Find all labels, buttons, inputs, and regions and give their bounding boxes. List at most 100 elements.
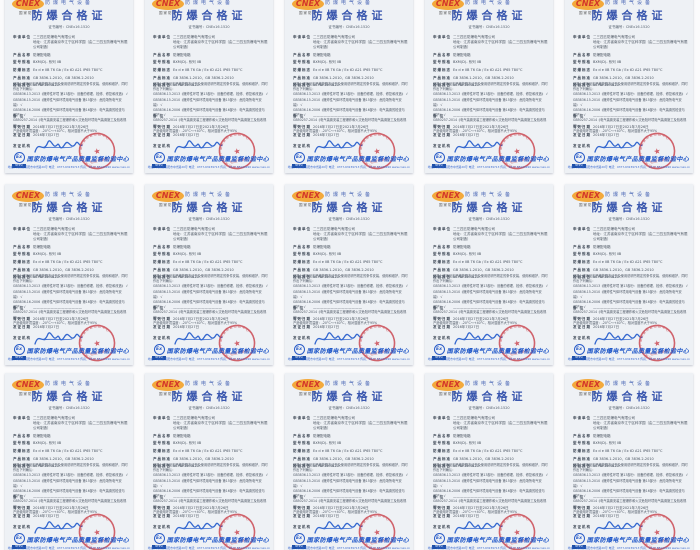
applicant-name: 二三四五防爆电气有限公司 — [33, 35, 75, 39]
notice-line: GB3836.16-2006《爆炸性气体环境用电气设备 第16部分：电气装置的检… — [433, 107, 545, 118]
ex-bar-text: NEPSI — [12, 356, 26, 360]
ex-circle-text: Ex — [433, 344, 445, 355]
header-small-label: 防爆电气设备 — [324, 192, 373, 198]
svg-text:★: ★ — [653, 338, 662, 348]
field-applicant: 申请单位 二三四五防爆电气有限公司 地址：江苏省南京市江宁区科学园（由二三四五防… — [153, 416, 268, 431]
field-list: 申请单位 二三四五防爆电气有限公司 地址：江苏省南京市江宁区科学园（由二三四五防… — [433, 227, 548, 283]
issue-date-row: 发证日期 2016年7月27日 — [153, 133, 268, 138]
usage-notice: 使用上述产品应严格按照本证书及使用说明书规定的条件安装、使用和维护，同时作出下列… — [153, 463, 268, 515]
cnex-logo-text: CNEX — [432, 0, 464, 10]
header-small-label: 防爆电气设备 — [324, 0, 373, 6]
certificate[interactable]: CNEX 国家防爆 防爆电气设备 防爆合格证 证书编号：CNEx16.1520 … — [425, 0, 553, 173]
certificate[interactable]: CNEX 国家防爆 防爆电气设备 防爆合格证 证书编号：CNEx16.1520 … — [565, 0, 693, 173]
footer-bar: Ex NEPSI 国家防爆电气产品质量监督检验中心 — [285, 533, 413, 549]
usage-notice: 使用上述产品应严格按照本证书及使用说明书规定的条件安装、使用和维护，同时作出下列… — [153, 274, 268, 326]
date-value: 2016年7月27日至2021年7月26日 — [453, 317, 509, 321]
certificate-title: 防爆合格证 — [451, 201, 527, 214]
cnex-logo-subtext: 国家防爆 — [159, 11, 177, 15]
ex-circle-text: Ex — [433, 152, 445, 163]
notice-line: GB3836.16-2006《爆炸性气体环境用电气设备 第16部分：电气装置的检… — [13, 299, 125, 310]
applicant-address: 地址：江苏省南京市江宁区科学园（由二三四五防爆电气有限公司制造） — [593, 421, 688, 431]
validity-date-row: 有效日期 2016年7月27日至2021年7月26日 — [573, 506, 688, 511]
field-standard: 产品标准 GB 3836.1-2010、GB 3836.2-2010 — [573, 457, 688, 462]
ex-bar-text: NEPSI — [572, 356, 586, 360]
field-label: 申请单位 — [153, 227, 171, 231]
field-label: 产品名称 — [573, 52, 591, 57]
issuing-center-name: 国家防爆电气产品质量监督检验中心 — [446, 537, 550, 544]
notice-line: GB3836.16-2006《爆炸性气体环境用电气设备 第16部分：电气装置的检… — [13, 107, 125, 118]
usage-notice: 使用上述产品应严格按照本证书及使用说明书规定的条件安装、使用和维护，同时作出下列… — [13, 82, 128, 134]
cnex-logo-text: CNEX — [12, 190, 44, 202]
field-label: 型号规格 — [153, 441, 171, 446]
field-label: 产品名称 — [153, 244, 171, 249]
signature-handwriting — [454, 521, 503, 534]
field-product-name: 产品名称 防爆配电箱 — [13, 53, 128, 58]
notice-line: GB3836.15-2010《爆炸性气体环境用电气设备 第15部分：危险场所电气… — [433, 478, 542, 488]
certificate[interactable]: CNEX 国家防爆 防爆电气设备 防爆合格证 证书编号：CNEx16.1520 … — [425, 373, 553, 550]
cnex-logo-text: CNEX — [292, 0, 324, 10]
contact-line: 地址：河南省南阳市中光路20号 电话：0377-63239713 传真：0377… — [287, 546, 411, 550]
field-label: 产品名称 — [293, 433, 311, 438]
certificate[interactable]: CNEX 国家防爆 防爆电气设备 防爆合格证 证书编号：CNEx16.1520 … — [5, 373, 133, 550]
contact-line: 地址：河南省南阳市中光路20号 电话：0377-63239713 传真：0377… — [427, 165, 551, 169]
date-rows: 有效日期 2016年7月27日至2021年7月26日 发证日期 2016年7月2… — [13, 125, 128, 142]
notice-line: 产品使用环境温度：-20°C～+40°C，相对湿度不大于95% — [153, 128, 238, 133]
date-value: 2016年7月27日至2021年7月26日 — [313, 125, 369, 129]
certificate[interactable]: CNEX 国家防爆 防爆电气设备 防爆合格证 证书编号：CNEx16.1520 … — [5, 0, 133, 173]
applicant-name: 二三四五防爆电气有限公司 — [313, 416, 355, 420]
cnex-logo-icon: CNEX 国家防爆 — [292, 0, 324, 16]
issuing-center-name: 国家防爆电气产品质量监督检验中心 — [586, 537, 690, 544]
svg-text:★: ★ — [373, 338, 382, 348]
certificate[interactable]: CNEX 国家防爆 防爆电气设备 防爆合格证 证书编号：CNEx16.1520 … — [5, 184, 133, 365]
field-ex-marking: 防爆标志 Ex d e IIB T6 Gb / Ex tD A21 IP65 T… — [433, 449, 548, 454]
certificate[interactable]: CNEX 国家防爆 防爆电气设备 防爆合格证 证书编号：CNEx16.1520 … — [285, 184, 413, 365]
applicant-name: 二三四五防爆电气有限公司 — [313, 35, 355, 39]
field-label: 申请单位 — [433, 35, 451, 39]
field-label: 申请单位 — [293, 227, 311, 231]
certificate-title: 防爆合格证 — [171, 9, 247, 22]
remark-label: 备 注 — [573, 114, 585, 118]
svg-text:★: ★ — [233, 146, 242, 156]
field-value: 防爆配电箱 — [313, 244, 331, 249]
validity-date-row: 有效日期 2016年7月27日至2021年7月26日 — [433, 317, 548, 322]
certificate-number: 证书编号：CNEx16.1520 — [188, 217, 230, 221]
field-value: 二三四五防爆电气有限公司 地址：江苏省南京市江宁区科学园（由二三四五防爆电气有限… — [33, 416, 128, 431]
field-value: BXM(D)- 系列 IIB — [453, 252, 482, 257]
certificate[interactable]: CNEX 国家防爆 防爆电气设备 防爆合格证 证书编号：CNEx16.1520 … — [145, 373, 273, 550]
field-value: Ex d e IIB T6 Gb / Ex tD A21 IP65 T80°C — [173, 449, 243, 454]
remark-row: 备 注 —————————————— — [573, 495, 688, 500]
field-label: 申请单位 — [573, 416, 591, 420]
certificate[interactable]: CNEX 国家防爆 防爆电气设备 防爆合格证 证书编号：CNEx16.1520 … — [145, 184, 273, 365]
ex-mark-icon: Ex NEPSI — [572, 533, 586, 549]
notice-line: GB3836.16-2006《爆炸性气体环境用电气设备 第16部分：电气装置的检… — [153, 299, 265, 310]
issuer-label: 发证机构 — [13, 525, 31, 529]
field-label: 防爆标志 — [433, 449, 451, 454]
notice-line: 产品使用环境温度：-20°C～+40°C，相对湿度不大于95% — [13, 320, 98, 325]
usage-notice: 使用上述产品应严格按照本证书及使用说明书规定的条件安装、使用和维护，同时作出下列… — [293, 82, 408, 134]
issue-date-row: 发证日期 2016年7月27日 — [13, 133, 128, 138]
certificate[interactable]: CNEX 国家防爆 防爆电气设备 防爆合格证 证书编号：CNEx16.1520 … — [565, 184, 693, 365]
certificate[interactable]: CNEX 国家防爆 防爆电气设备 防爆合格证 证书编号：CNEx16.1520 … — [565, 373, 693, 550]
footer-bar: Ex NEPSI 国家防爆电气产品质量监督检验中心 — [285, 152, 413, 168]
date-value: 2016年7月27日 — [33, 133, 60, 138]
certificate[interactable]: CNEX 国家防爆 防爆电气设备 防爆合格证 证书编号：CNEx16.1520 … — [145, 0, 273, 173]
field-standard: 产品标准 GB 3836.1-2010、GB 3836.2-2010 — [433, 268, 548, 273]
notice-line: 使用上述产品应严格按照本证书及使用说明书规定的条件安装、使用和维护，同时作出下列… — [293, 463, 408, 473]
field-value: GB 3836.1-2010、GB 3836.2-2010 — [593, 267, 654, 272]
field-value: GB 3836.1-2010、GB 3836.2-2010 — [453, 267, 514, 272]
remark-label: 备 注 — [433, 114, 445, 118]
ex-bar-text: NEPSI — [572, 164, 586, 168]
date-label: 发证日期 — [573, 514, 591, 519]
certificate[interactable]: CNEX 国家防爆 防爆电气设备 防爆合格证 证书编号：CNEx16.1520 … — [425, 184, 553, 365]
date-label: 有效日期 — [573, 506, 591, 510]
field-label: 型号规格 — [293, 60, 311, 65]
field-value: 防爆配电箱 — [313, 433, 331, 438]
certificate[interactable]: CNEX 国家防爆 防爆电气设备 防爆合格证 证书编号：CNEx16.1520 … — [285, 0, 413, 173]
notice-line: 使用上述产品应严格按照本证书及使用说明书规定的条件安装、使用和维护，同时作出下列… — [433, 82, 548, 92]
cnex-logo-subtext: 国家防爆 — [159, 203, 177, 207]
ex-circle-text: Ex — [13, 152, 25, 163]
field-label: 防爆标志 — [13, 260, 31, 265]
certificate[interactable]: CNEX 国家防爆 防爆电气设备 防爆合格证 证书编号：CNEx16.1520 … — [285, 373, 413, 550]
field-label: 产品名称 — [13, 52, 31, 57]
field-report: 检验报告 NEPSI 16.1520 — [153, 464, 268, 469]
